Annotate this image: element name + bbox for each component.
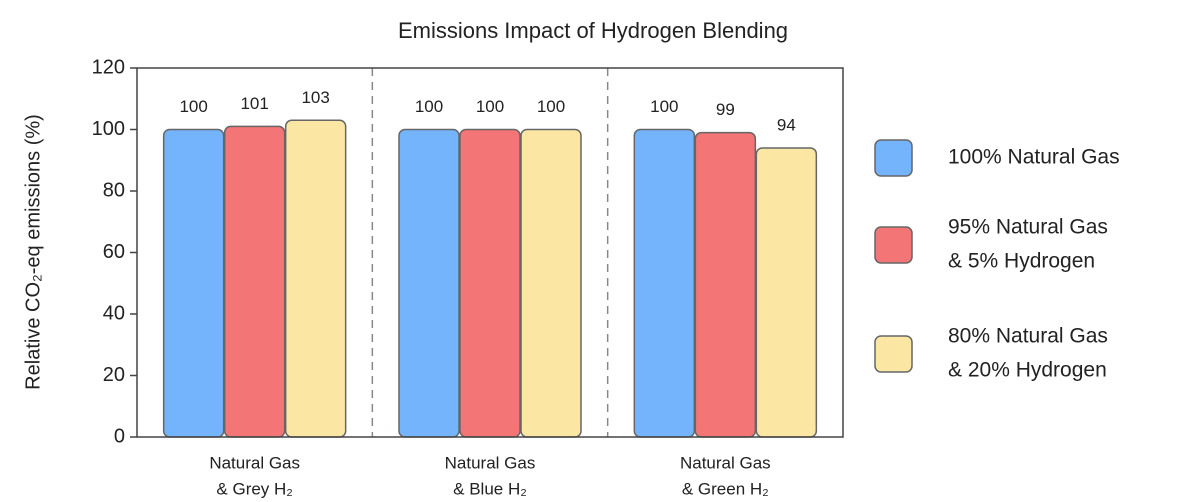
bar — [694, 131, 757, 438]
x-tick-label: Natural Gas — [445, 453, 536, 472]
x-tick-label: & Green H₂ — [682, 479, 769, 498]
bar — [284, 119, 347, 438]
bar — [459, 128, 521, 438]
legend-swatch — [874, 335, 913, 373]
y-tick-label: 20 — [103, 364, 125, 386]
legend-label: 80% Natural Gas — [948, 325, 1108, 348]
x-tick-label: & Grey H₂ — [216, 479, 293, 498]
y-tick-label: 120 — [92, 56, 125, 78]
y-axis-label: Relative CO₂-eq emissions (%) — [22, 114, 44, 390]
y-tick-label: 40 — [103, 302, 125, 324]
y-tick-label: 60 — [103, 241, 125, 263]
bar — [755, 147, 818, 438]
bar — [633, 128, 696, 438]
value-label: 101 — [240, 94, 268, 113]
value-label: 100 — [650, 97, 678, 116]
value-label: 94 — [777, 115, 796, 134]
x-tick-label: & Blue H₂ — [453, 479, 527, 498]
y-tick-label: 0 — [114, 425, 125, 447]
value-label: 100 — [537, 97, 565, 116]
legend-label: & 20% Hydrogen — [948, 359, 1107, 382]
plot-frame — [136, 67, 844, 438]
bar — [398, 128, 460, 438]
x-tick-label: Natural Gas — [209, 453, 300, 472]
legend-swatch — [874, 139, 913, 177]
y-tick-label: 80 — [103, 179, 125, 201]
legend-label: 100% Natural Gas — [948, 146, 1120, 169]
legend-label: 95% Natural Gas — [948, 216, 1108, 239]
y-tick-label: 100 — [92, 118, 125, 140]
legend-label: & 5% Hydrogen — [948, 250, 1095, 273]
bar — [162, 128, 225, 438]
legend-swatch — [874, 226, 913, 264]
bar — [223, 125, 286, 438]
value-label: 100 — [476, 97, 504, 116]
chart-title: Emissions Impact of Hydrogen Blending — [398, 18, 788, 43]
x-tick-label: Natural Gas — [680, 453, 771, 472]
value-label: 100 — [179, 97, 207, 116]
value-label: 103 — [301, 88, 329, 107]
value-label: 99 — [716, 100, 735, 119]
bar — [520, 128, 582, 438]
value-label: 100 — [415, 97, 443, 116]
